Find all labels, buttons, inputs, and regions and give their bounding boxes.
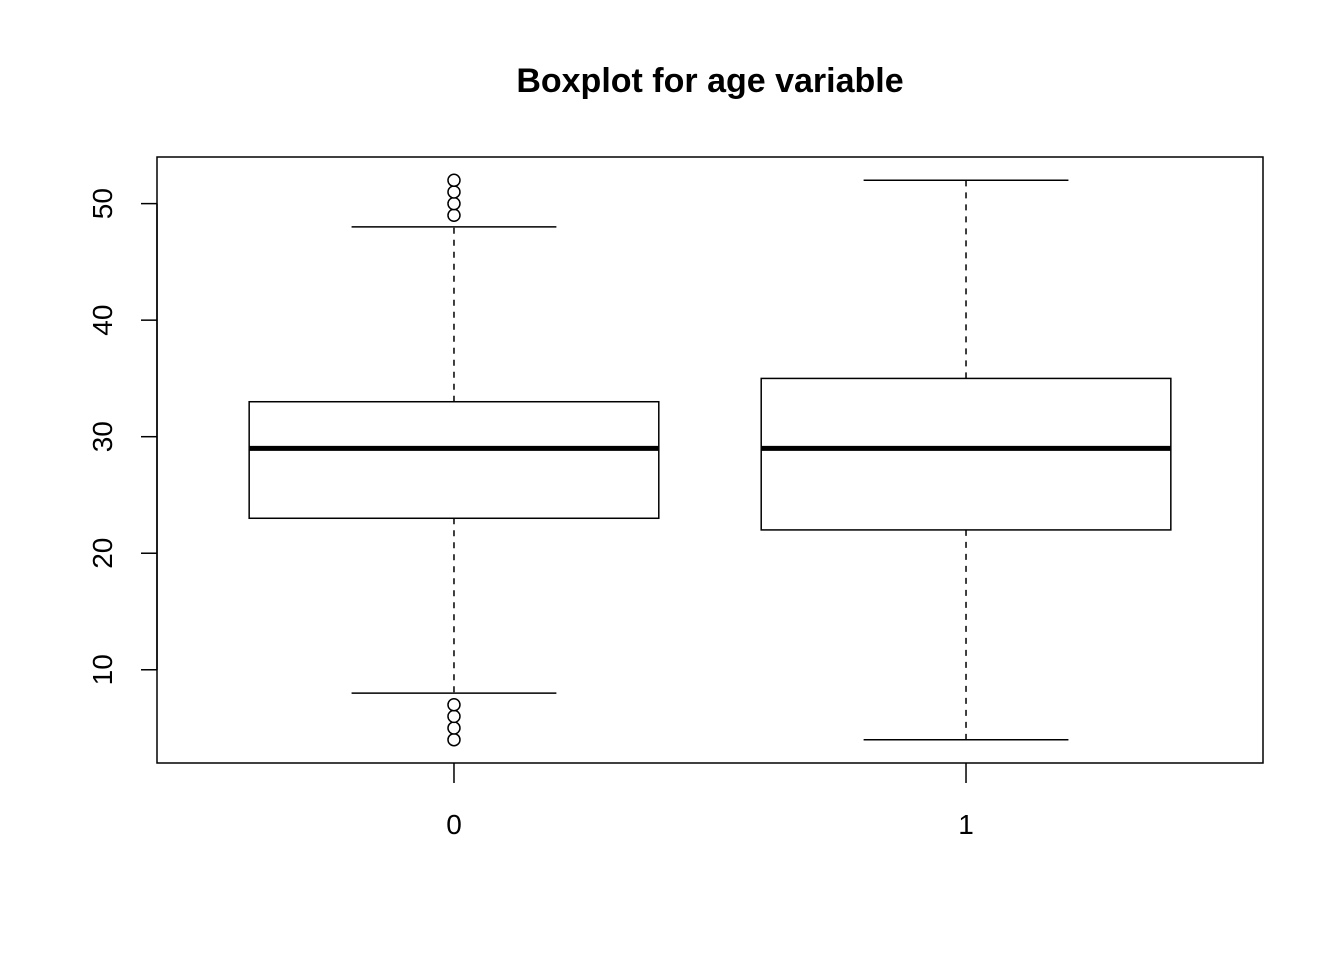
chart-title: Boxplot for age variable xyxy=(516,62,903,100)
y-tick-label: 10 xyxy=(87,654,118,685)
box-0 xyxy=(248,173,660,747)
outlier-point xyxy=(447,709,461,724)
outlier-point xyxy=(447,697,461,712)
iqr-box xyxy=(248,400,660,520)
x-tick-label: 0 xyxy=(446,809,462,840)
y-tick-label: 30 xyxy=(87,421,118,452)
box-series xyxy=(248,173,1172,747)
outlier-point xyxy=(447,173,461,188)
y-axis: 10 20 30 40 50 xyxy=(87,188,158,685)
y-tick-label: 50 xyxy=(87,188,118,219)
outlier-point xyxy=(447,732,461,747)
outlier-point xyxy=(447,185,461,199)
iqr-box xyxy=(760,377,1172,531)
y-tick-label: 20 xyxy=(87,538,118,569)
y-tick-label: 40 xyxy=(87,305,118,336)
outlier-point xyxy=(447,196,461,211)
outlier-point xyxy=(447,721,461,735)
outlier-point xyxy=(447,208,461,223)
x-tick-label: 1 xyxy=(958,809,974,840)
box-1 xyxy=(760,179,1172,741)
